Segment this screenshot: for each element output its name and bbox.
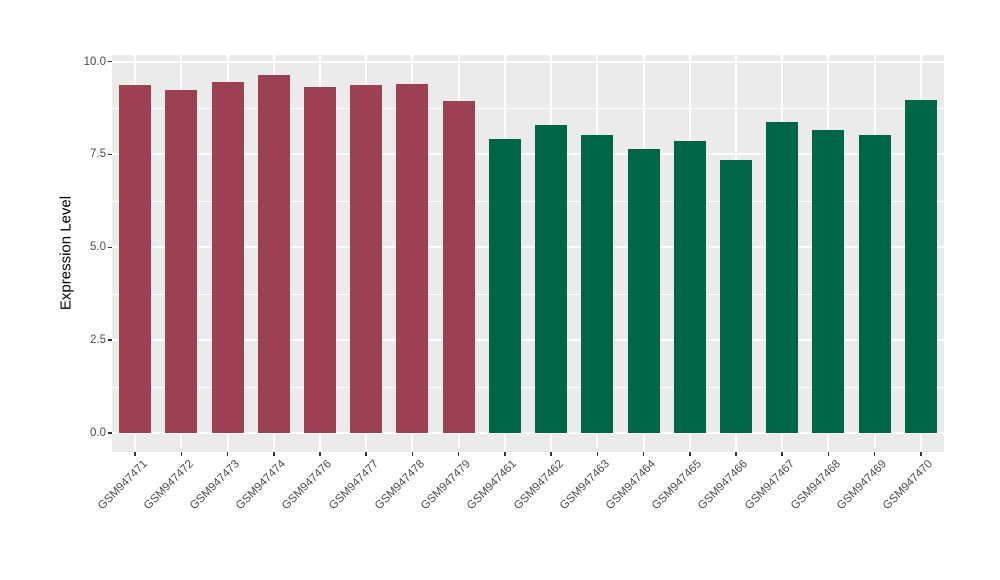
bar-GSM947479 (442, 100, 475, 433)
y-tick-mark (108, 432, 112, 434)
x-tick-mark (319, 452, 321, 456)
x-tick-mark (689, 452, 691, 456)
x-tick-mark (827, 452, 830, 456)
y-tick-mark (108, 339, 112, 341)
gridline-major (112, 432, 944, 434)
bar-GSM947470 (904, 100, 937, 433)
bar-GSM947463 (581, 135, 614, 433)
x-tick-mark (457, 452, 460, 456)
y-tick-mark (108, 153, 112, 156)
bar-GSM947461 (488, 139, 521, 433)
x-tick-mark (365, 452, 367, 456)
y-tick-label: 7.5 (90, 148, 106, 161)
gridline-major (112, 153, 944, 156)
bar-GSM947477 (350, 84, 383, 433)
gridline-minor (112, 293, 944, 295)
bar-GSM947464 (627, 149, 660, 433)
y-tick-mark (108, 60, 112, 63)
gridline-minor (112, 200, 944, 202)
bar-GSM947472 (165, 90, 198, 433)
y-tick-label: 0.0 (90, 427, 106, 439)
x-tick-mark (642, 452, 645, 456)
gridline-major (112, 60, 944, 63)
bar-GSM947471 (119, 84, 152, 433)
bar-GSM947467 (766, 121, 799, 433)
y-tick-label: 2.5 (90, 334, 106, 347)
bar-GSM947476 (304, 86, 336, 433)
x-tick-mark (873, 452, 876, 456)
gridline-major (112, 246, 944, 249)
x-tick-mark (180, 452, 183, 456)
bar-GSM947474 (257, 74, 290, 433)
x-tick-mark (411, 452, 414, 456)
bar-GSM947465 (673, 141, 706, 433)
y-tick-label: 5.0 (90, 241, 106, 254)
x-tick-mark (596, 452, 599, 456)
gridline-minor (112, 107, 944, 109)
bar-GSM947469 (858, 135, 891, 433)
bar-GSM947473 (211, 81, 244, 433)
y-tick-label: 10.0 (83, 55, 106, 68)
gridline-major (112, 339, 944, 342)
bar-GSM947478 (396, 84, 429, 433)
x-tick-mark (550, 452, 552, 456)
x-tick-mark (134, 452, 136, 456)
bar-GSM947462 (535, 125, 568, 433)
x-tick-mark (226, 452, 229, 456)
x-tick-mark (920, 452, 922, 456)
gridline-minor (112, 386, 944, 388)
x-tick-mark (735, 452, 737, 456)
bar-GSM947468 (812, 129, 845, 433)
x-tick-mark (273, 452, 275, 456)
y-tick-mark (108, 246, 112, 248)
x-tick-mark (504, 452, 506, 456)
x-tick-mark (781, 452, 783, 456)
bar-GSM947466 (720, 159, 752, 433)
plot-panel (112, 55, 944, 452)
